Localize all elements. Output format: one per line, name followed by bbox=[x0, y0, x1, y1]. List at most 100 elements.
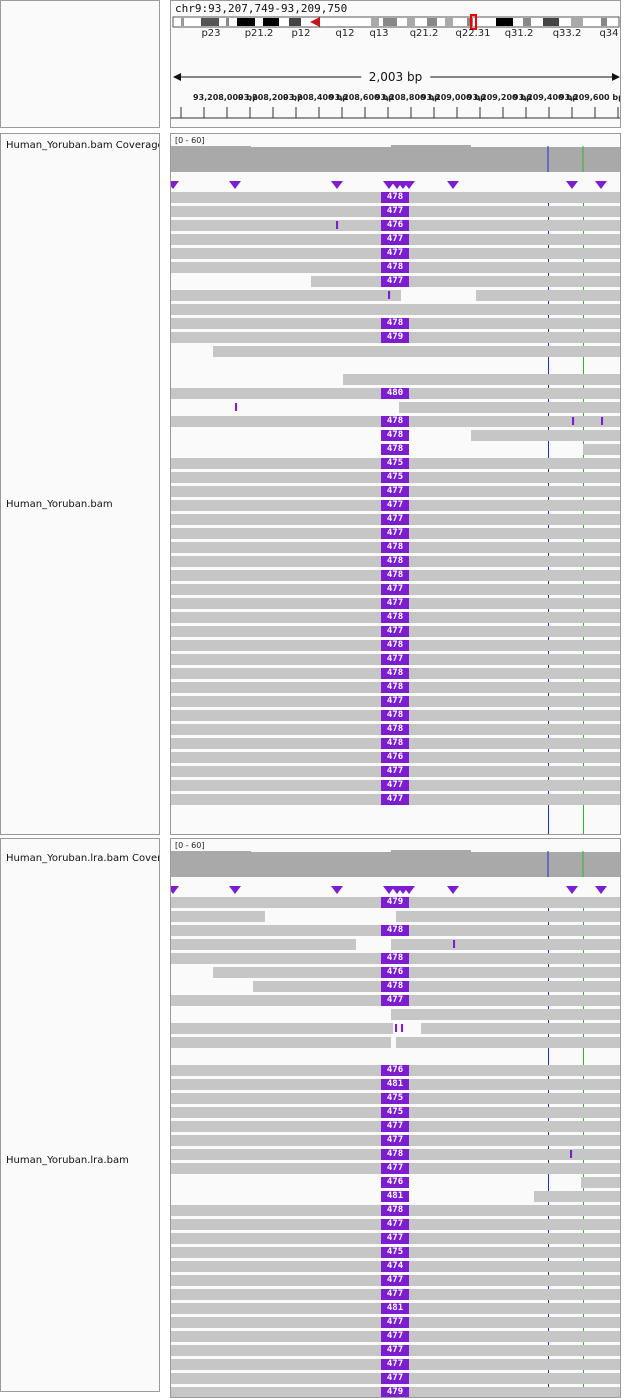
insertion-size-badge[interactable]: 477 bbox=[381, 1373, 409, 1384]
insertion-size-badge[interactable]: 476 bbox=[381, 967, 409, 978]
track-data-panel-1[interactable]: [0 - 60] 478 477 476 I 477 477 478 477 I 478 479 48… bbox=[170, 133, 621, 835]
insertion-size-badge[interactable]: 478 bbox=[381, 1149, 409, 1160]
insertion-size-badge[interactable]: 481 bbox=[381, 1079, 409, 1090]
locus-box[interactable]: chr9:93,207,749-93,209,750 bbox=[175, 2, 348, 15]
insertion-size-badge[interactable]: 478 bbox=[381, 981, 409, 992]
insertion-mark[interactable]: I bbox=[394, 1022, 399, 1035]
insertion-size-badge[interactable]: 478 bbox=[381, 640, 409, 651]
coverage-track-label[interactable]: Human_Yoruban.bam Coverage bbox=[6, 140, 160, 151]
read[interactable] bbox=[391, 1009, 620, 1020]
insertion-size-badge[interactable]: 477 bbox=[381, 1317, 409, 1328]
read[interactable] bbox=[171, 1037, 391, 1048]
insertion-size-badge[interactable]: 475 bbox=[381, 1093, 409, 1104]
insertion-size-badge[interactable]: 478 bbox=[381, 556, 409, 567]
insertion-size-badge[interactable]: 477 bbox=[381, 584, 409, 595]
insertion-mark[interactable]: I bbox=[452, 938, 457, 951]
alignment-track-label[interactable]: Human_Yoruban.bam bbox=[6, 499, 113, 510]
insertion-size-badge[interactable]: 477 bbox=[381, 234, 409, 245]
insertion-mark[interactable]: I bbox=[600, 415, 605, 428]
insertion-size-badge[interactable]: 478 bbox=[381, 738, 409, 749]
insertion-size-badge[interactable]: 478 bbox=[381, 570, 409, 581]
insertion-size-badge[interactable]: 477 bbox=[381, 1163, 409, 1174]
insertion-size-badge[interactable]: 477 bbox=[381, 248, 409, 259]
insertion-size-badge[interactable]: 478 bbox=[381, 668, 409, 679]
read[interactable] bbox=[399, 402, 620, 413]
read[interactable] bbox=[476, 290, 620, 301]
insertion-size-badge[interactable]: 478 bbox=[381, 953, 409, 964]
alignment-track-label[interactable]: Human_Yoruban.lra.bam bbox=[6, 1155, 129, 1166]
insertion-size-badge[interactable]: 477 bbox=[381, 514, 409, 525]
insertion-size-badge[interactable]: 479 bbox=[381, 332, 409, 343]
insertion-size-badge[interactable]: 477 bbox=[381, 1289, 409, 1300]
insertion-size-badge[interactable]: 478 bbox=[381, 925, 409, 936]
insertion-size-badge[interactable]: 477 bbox=[381, 598, 409, 609]
insertion-size-badge[interactable]: 477 bbox=[381, 1233, 409, 1244]
insertion-size-badge[interactable]: 481 bbox=[381, 1303, 409, 1314]
insertion-size-badge[interactable]: 477 bbox=[381, 696, 409, 707]
ruler-panel[interactable]: chr9:93,207,749-93,209,750 p23 p21.2 p12 q1… bbox=[170, 0, 621, 128]
chromosome-ideogram[interactable] bbox=[171, 1, 621, 41]
insertion-mark[interactable]: I bbox=[571, 415, 576, 428]
insertion-size-badge[interactable]: 477 bbox=[381, 1121, 409, 1132]
insertion-size-badge[interactable]: 478 bbox=[381, 430, 409, 441]
insertion-mark[interactable]: I bbox=[335, 219, 340, 232]
read[interactable] bbox=[213, 346, 620, 357]
read[interactable] bbox=[343, 374, 620, 385]
insertion-size-badge[interactable]: 478 bbox=[381, 444, 409, 455]
insertion-size-badge[interactable]: 476 bbox=[381, 220, 409, 231]
insertion-size-badge[interactable]: 478 bbox=[381, 542, 409, 553]
insertion-size-badge[interactable]: 480 bbox=[381, 388, 409, 399]
insertion-size-badge[interactable]: 478 bbox=[381, 710, 409, 721]
insertion-size-badge[interactable]: 476 bbox=[381, 1065, 409, 1076]
insertion-size-badge[interactable]: 477 bbox=[381, 1345, 409, 1356]
read[interactable] bbox=[421, 1023, 620, 1034]
read[interactable] bbox=[171, 911, 265, 922]
insertion-size-badge[interactable]: 478 bbox=[381, 192, 409, 203]
insertion-size-badge[interactable]: 478 bbox=[381, 318, 409, 329]
read[interactable] bbox=[171, 290, 401, 301]
insertion-size-badge[interactable]: 477 bbox=[381, 486, 409, 497]
insertion-size-badge[interactable]: 478 bbox=[381, 262, 409, 273]
insertion-size-badge[interactable]: 476 bbox=[381, 1177, 409, 1188]
read[interactable] bbox=[396, 1037, 620, 1048]
insertion-size-badge[interactable]: 477 bbox=[381, 626, 409, 637]
insertion-size-badge[interactable]: 477 bbox=[381, 276, 409, 287]
insertion-size-badge[interactable]: 477 bbox=[381, 206, 409, 217]
insertion-size-badge[interactable]: 477 bbox=[381, 766, 409, 777]
read[interactable] bbox=[391, 939, 620, 950]
insertion-size-badge[interactable]: 475 bbox=[381, 1107, 409, 1118]
insertion-size-badge[interactable]: 477 bbox=[381, 794, 409, 805]
read[interactable] bbox=[171, 1023, 393, 1034]
insertion-size-badge[interactable]: 478 bbox=[381, 416, 409, 427]
insertion-size-badge[interactable]: 478 bbox=[381, 1205, 409, 1216]
insertion-size-badge[interactable]: 477 bbox=[381, 1219, 409, 1230]
read[interactable] bbox=[171, 939, 356, 950]
insertion-size-badge[interactable]: 481 bbox=[381, 1191, 409, 1202]
insertion-size-badge[interactable]: 474 bbox=[381, 1261, 409, 1272]
insertion-size-badge[interactable]: 475 bbox=[381, 1247, 409, 1258]
insertion-size-badge[interactable]: 479 bbox=[381, 1387, 409, 1397]
read[interactable] bbox=[213, 967, 620, 978]
coverage-histogram[interactable] bbox=[171, 839, 620, 879]
read[interactable] bbox=[471, 430, 620, 441]
insertion-size-badge[interactable]: 476 bbox=[381, 752, 409, 763]
insertion-mark[interactable]: I bbox=[400, 1022, 405, 1035]
read[interactable] bbox=[396, 911, 620, 922]
insertion-size-badge[interactable]: 477 bbox=[381, 528, 409, 539]
coverage-track-label[interactable]: Human_Yoruban.lra.bam Coverage bbox=[6, 853, 159, 864]
insertion-size-badge[interactable]: 478 bbox=[381, 682, 409, 693]
read[interactable] bbox=[534, 1191, 620, 1202]
insertion-size-badge[interactable]: 477 bbox=[381, 1331, 409, 1342]
insertion-size-badge[interactable]: 475 bbox=[381, 472, 409, 483]
read[interactable] bbox=[311, 276, 620, 287]
read[interactable] bbox=[583, 444, 620, 455]
insertion-size-badge[interactable]: 479 bbox=[381, 897, 409, 908]
insertion-size-badge[interactable]: 477 bbox=[381, 1359, 409, 1370]
insertion-size-badge[interactable]: 477 bbox=[381, 500, 409, 511]
insertion-size-badge[interactable]: 478 bbox=[381, 612, 409, 623]
insertion-size-badge[interactable]: 478 bbox=[381, 724, 409, 735]
coverage-histogram[interactable] bbox=[171, 134, 620, 174]
insertion-mark[interactable]: I bbox=[234, 401, 239, 414]
read[interactable] bbox=[581, 1177, 620, 1188]
insertion-mark[interactable]: I bbox=[569, 1148, 574, 1161]
